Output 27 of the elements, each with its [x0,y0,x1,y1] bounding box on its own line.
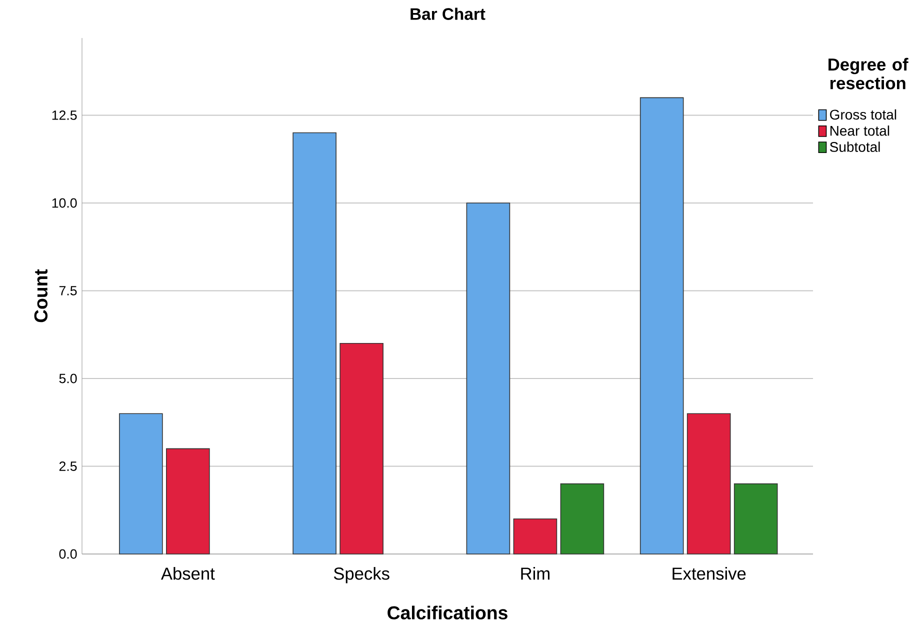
y-tick-label: 7.5 [59,286,77,296]
legend-title: Degree of resection [828,58,908,90]
x-tick-label: Absent [160,567,215,580]
x-tick-label: Specks [334,567,390,584]
bar [340,342,384,554]
y-tick-label: 2.5 [59,462,77,471]
bar [119,413,163,554]
chart-title: Bar Chart [410,8,486,20]
bar [734,483,778,554]
bar [686,413,731,554]
bar [640,97,684,554]
bar [466,202,510,554]
bar [166,448,210,554]
x-tick-label: Extensive [672,567,746,580]
legend-label: Near total [830,125,890,136]
y-tick-label: 12.5 [52,110,77,120]
x-axis-title: Calcifications [388,606,508,620]
legend-label: Gross total [830,109,896,120]
bar [292,132,336,554]
y-axis-title: Count [34,269,48,322]
y-tick-label: 5.0 [59,374,77,384]
y-tick-label: 10.0 [52,198,77,208]
bar [560,483,604,554]
y-tick-label: 0.0 [59,549,77,559]
legend-label: Subtotal [830,142,880,152]
bar [513,518,558,554]
x-tick-label: Rim [521,567,550,580]
